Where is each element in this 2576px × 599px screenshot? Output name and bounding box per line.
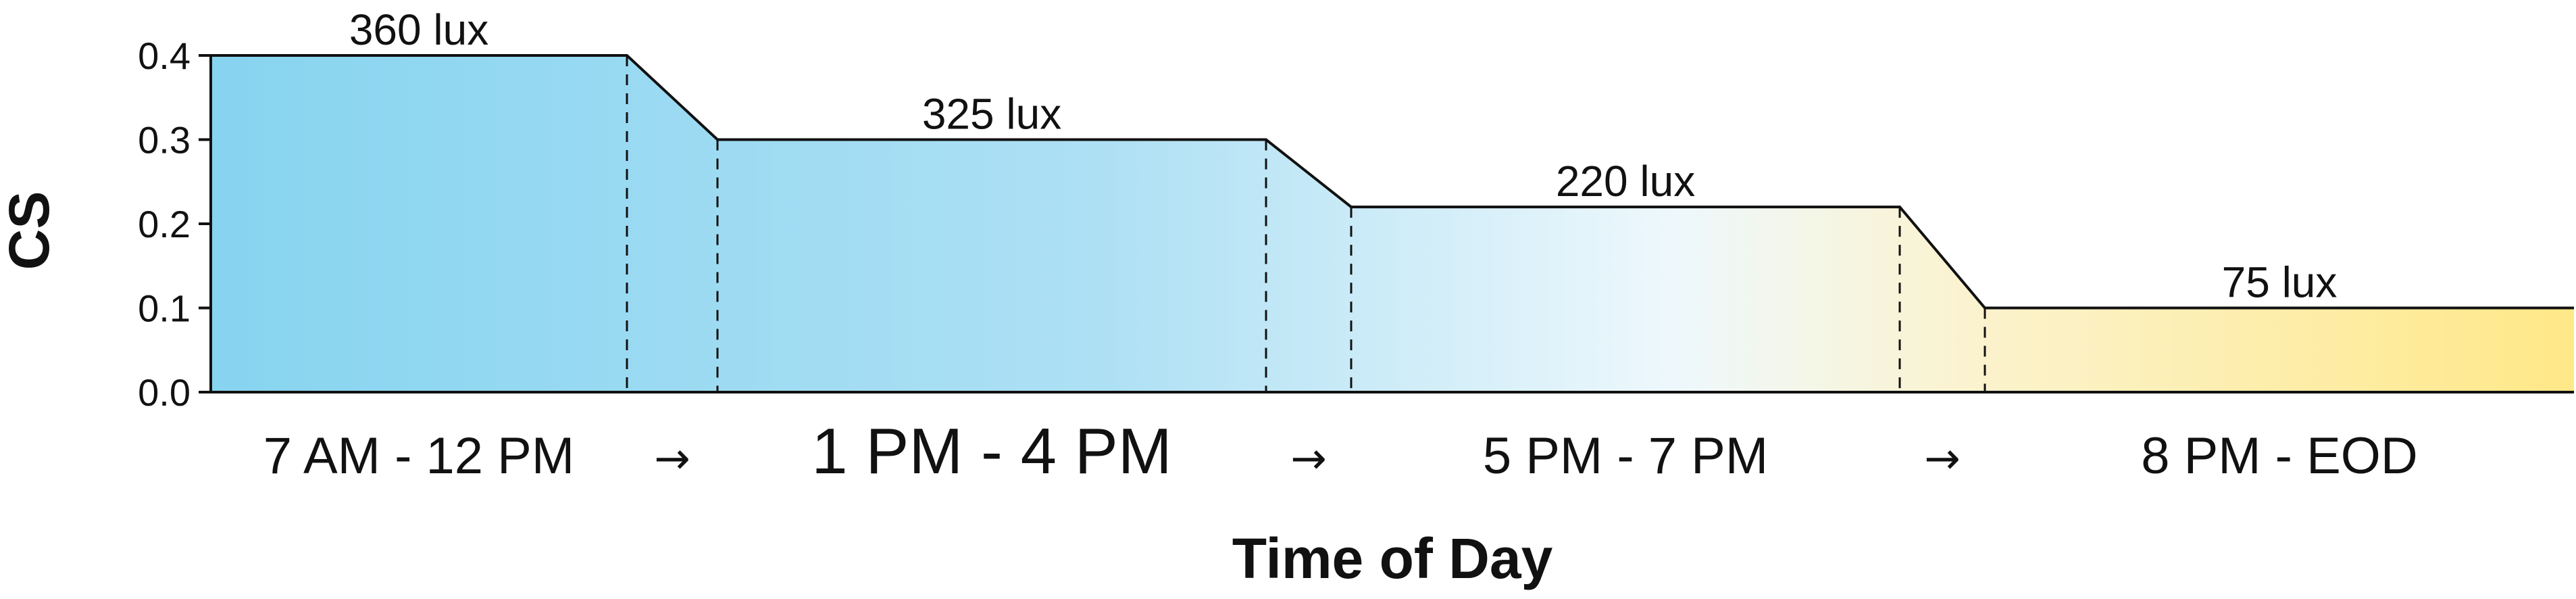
x-axis-title: Time of Day — [1232, 527, 1553, 590]
y-tick-label: 0.0 — [138, 371, 191, 414]
period-label: 5 PM - 7 PM — [1483, 427, 1768, 485]
transition-arrow: → — [1924, 434, 1961, 484]
lux-label: 325 lux — [922, 90, 1061, 139]
y-tick-label: 0.3 — [138, 119, 191, 162]
period-label: 7 AM - 12 PM — [263, 427, 574, 485]
lux-label: 75 lux — [2222, 258, 2338, 307]
y-tick-label: 0.2 — [138, 203, 191, 245]
cs-area — [211, 55, 2574, 392]
y-tick-label: 0.1 — [138, 287, 191, 330]
lux-label: 220 lux — [1556, 157, 1695, 206]
period-label: 1 PM - 4 PM — [811, 415, 1171, 487]
transition-arrow: → — [1290, 434, 1327, 484]
transition-arrow: → — [654, 434, 690, 484]
period-label: 8 PM - EOD — [2141, 427, 2418, 485]
lux-label: 360 lux — [349, 5, 488, 54]
cs-outline — [211, 54, 2574, 310]
y-tick-label: 0.4 — [138, 34, 191, 77]
y-axis-title: CS — [0, 191, 61, 270]
